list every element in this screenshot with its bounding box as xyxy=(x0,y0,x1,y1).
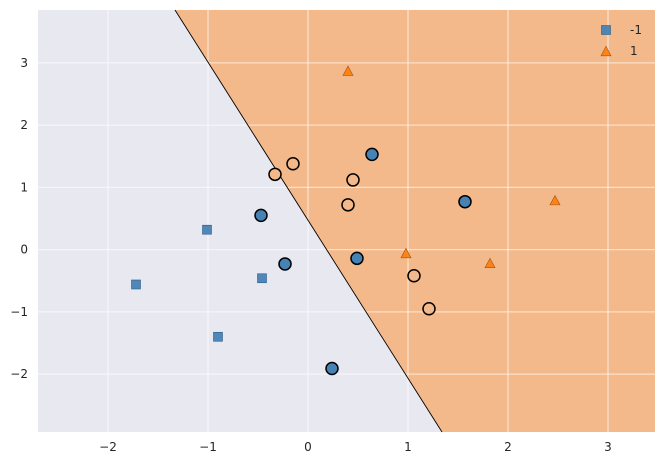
region-class-1 xyxy=(175,10,655,432)
y-tick-label: −2 xyxy=(10,367,28,381)
legend-square-icon xyxy=(601,25,611,35)
x-axis: −2 −1 0 1 2 3 xyxy=(99,440,612,454)
highlighted-point xyxy=(407,269,421,283)
x-tick-label: 1 xyxy=(404,440,412,454)
highlighted-point xyxy=(365,147,379,162)
y-tick-label: 3 xyxy=(20,56,28,70)
highlighted-point xyxy=(325,361,339,376)
highlighted-point xyxy=(341,198,355,212)
x-tick-label: −1 xyxy=(199,440,217,454)
legend-item: 1 xyxy=(600,44,638,58)
x-tick-label: −2 xyxy=(99,440,117,454)
y-tick-label: 1 xyxy=(20,180,28,194)
legend: -1 1 xyxy=(600,23,642,58)
highlighted-point xyxy=(458,194,472,209)
grid xyxy=(38,10,655,432)
y-axis: −2 −1 0 1 2 3 xyxy=(10,56,28,381)
highlighted-point xyxy=(254,208,268,223)
decision-boundary-line xyxy=(174,9,443,433)
square-marker xyxy=(257,273,267,284)
highlighted-point xyxy=(268,167,282,182)
legend-label: -1 xyxy=(630,23,642,37)
highlighted-point xyxy=(346,173,360,187)
square-marker xyxy=(213,331,223,342)
triangle-marker xyxy=(484,257,496,269)
triangle-marker xyxy=(342,65,354,76)
legend-item: -1 xyxy=(601,23,642,37)
y-tick-label: 0 xyxy=(20,243,28,257)
x-tick-label: 3 xyxy=(604,440,612,454)
triangle-marker xyxy=(400,247,412,259)
x-tick-label: 0 xyxy=(304,440,312,454)
y-tick-label: −1 xyxy=(10,305,28,319)
square-marker xyxy=(202,224,212,235)
x-tick-label: 2 xyxy=(504,440,512,454)
highlighted-point xyxy=(422,302,436,316)
legend-label: 1 xyxy=(630,44,638,58)
highlighted-point xyxy=(278,257,292,271)
triangle-marker xyxy=(549,194,561,206)
plot-area xyxy=(38,9,655,433)
y-tick-label: 2 xyxy=(20,118,28,132)
series-class-neg1 xyxy=(131,224,267,342)
highlighted-point xyxy=(350,251,364,266)
region-class-neg1 xyxy=(38,10,442,432)
series-class-1 xyxy=(342,65,561,269)
legend-triangle-icon xyxy=(600,45,612,57)
square-marker xyxy=(131,279,141,290)
highlighted-point xyxy=(286,156,300,171)
